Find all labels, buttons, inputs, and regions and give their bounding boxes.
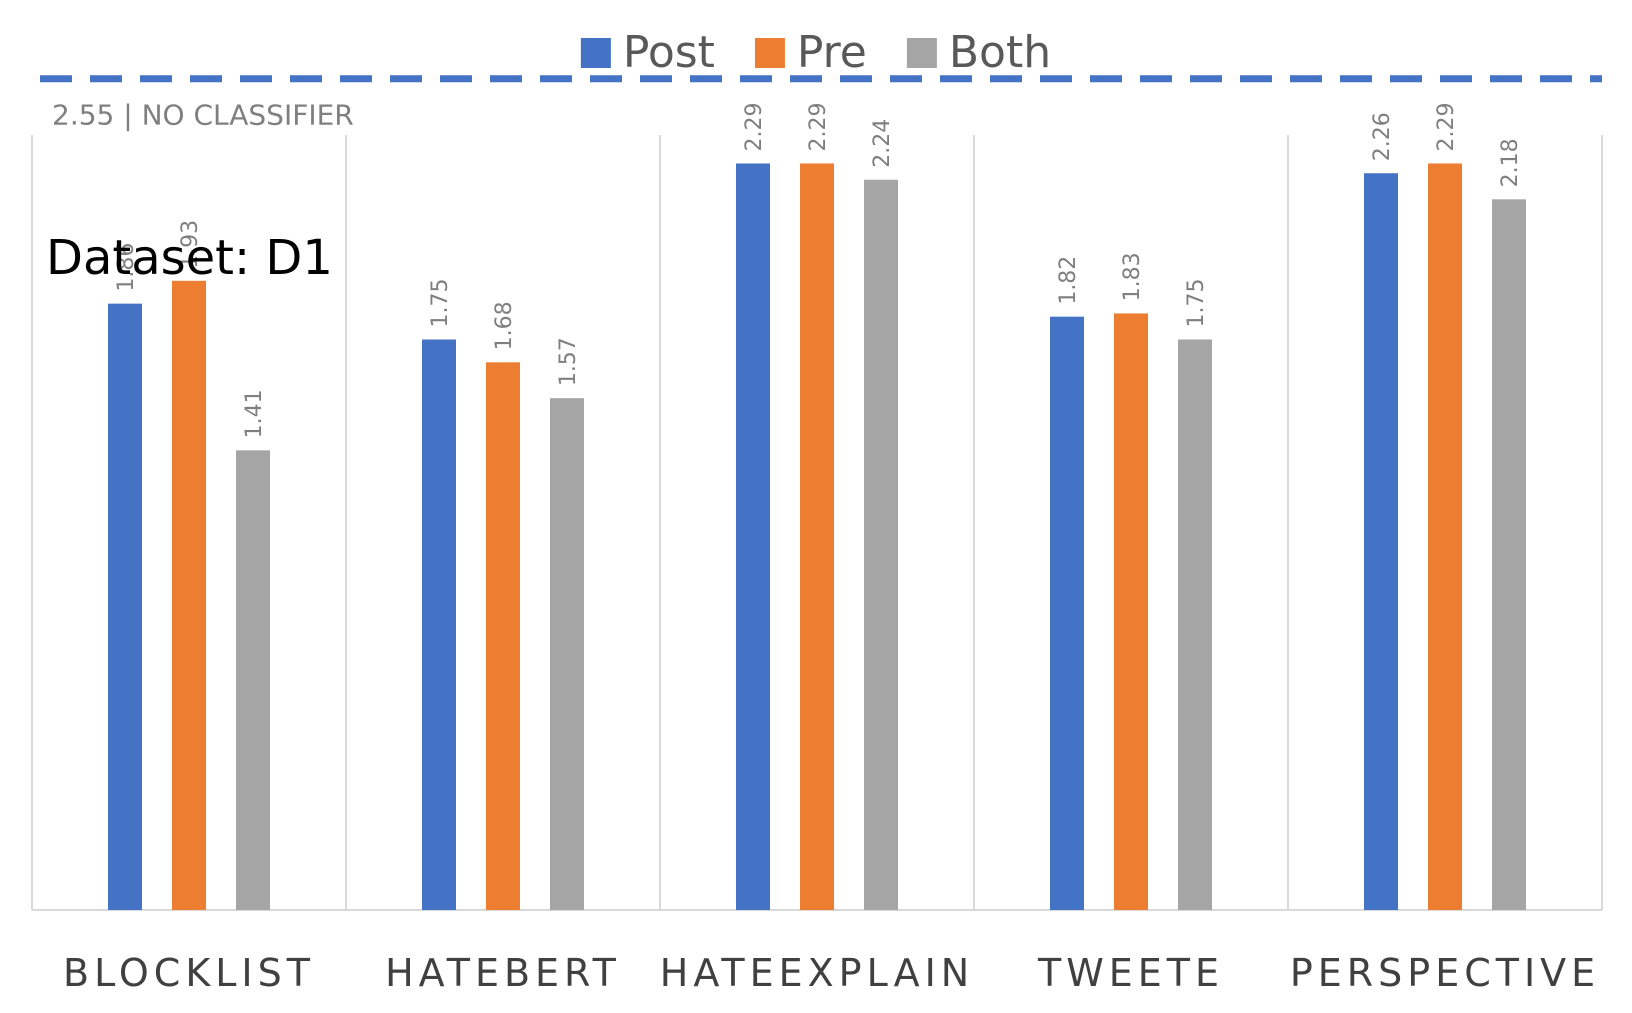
dataset-annotation: Dataset: D1 bbox=[46, 230, 333, 286]
bar-tweete-both bbox=[1178, 339, 1212, 910]
data-label-perspective-pre: 2.29 bbox=[1434, 102, 1459, 151]
bar-hateexplain-post bbox=[736, 163, 770, 910]
data-label-hatebert-pre: 1.68 bbox=[492, 301, 517, 350]
data-label-blocklist-post: 1.86 bbox=[114, 243, 139, 292]
data-label-tweete-both: 1.75 bbox=[1184, 279, 1209, 328]
bar-perspective-pre bbox=[1428, 163, 1462, 910]
bar-hatebert-pre bbox=[486, 362, 520, 910]
legend-swatch-both bbox=[906, 38, 937, 68]
data-label-perspective-post: 2.26 bbox=[1370, 112, 1395, 161]
category-label-perspective: PERSPECTIVE bbox=[1290, 951, 1600, 995]
data-labels: 1.86 1.93 1.41 1.75 1.68 1.57 2.29 2.29 2.24 1.82… bbox=[114, 102, 1523, 438]
legend-swatch-pre bbox=[754, 38, 785, 68]
data-label-tweete-post: 1.82 bbox=[1056, 256, 1081, 305]
category-label-hatebert: HATEBERT bbox=[385, 951, 621, 995]
plot-area: 1.86 1.93 1.41 1.75 1.68 1.57 2.29 2.29 2.24 1.82… bbox=[31, 75, 1603, 911]
category-label-tweete: TWEETE bbox=[1037, 951, 1224, 995]
data-label-hateexplain-both: 2.24 bbox=[870, 119, 895, 168]
bar-hatebert-post bbox=[422, 339, 456, 910]
bar-hatebert-both bbox=[550, 398, 584, 910]
data-label-hatebert-both: 1.57 bbox=[556, 337, 581, 386]
data-label-blocklist-both: 1.41 bbox=[242, 389, 267, 438]
reference-line-label: 2.55 | NO CLASSIFIER bbox=[52, 99, 354, 132]
category-separators bbox=[31, 135, 1603, 910]
bar-blocklist-post bbox=[108, 303, 142, 910]
legend-label-pre: Pre bbox=[797, 27, 867, 78]
category-label-blocklist: BLOCKLIST bbox=[63, 951, 315, 995]
data-label-blocklist-pre: 1.93 bbox=[178, 220, 203, 269]
bar-blocklist-both bbox=[236, 450, 270, 910]
category-label-hateexplain: HATEEXPLAIN bbox=[660, 951, 974, 995]
data-label-perspective-both: 2.18 bbox=[1498, 138, 1523, 187]
legend-item-both: Both bbox=[906, 27, 1051, 78]
bar-tweete-post bbox=[1050, 316, 1084, 910]
data-label-hatebert-post: 1.75 bbox=[428, 279, 453, 328]
category-axis-labels: BLOCKLIST HATEBERT HATEEXPLAIN TWEETE PERSPE… bbox=[63, 951, 1600, 995]
legend-label-both: Both bbox=[949, 27, 1051, 78]
legend-item-pre: Pre bbox=[754, 27, 867, 78]
bar-perspective-post bbox=[1364, 173, 1398, 911]
bars bbox=[108, 163, 1526, 911]
bar-perspective-both bbox=[1492, 199, 1526, 910]
legend-swatch-post bbox=[580, 38, 611, 68]
data-label-hateexplain-post: 2.29 bbox=[742, 102, 767, 151]
chart-legend: Post Pre Both bbox=[580, 27, 1051, 78]
data-label-tweete-pre: 1.83 bbox=[1120, 252, 1145, 301]
bar-tweete-pre bbox=[1114, 313, 1148, 910]
bar-blocklist-pre bbox=[172, 280, 206, 910]
bar-hateexplain-both bbox=[864, 179, 898, 910]
legend-item-post: Post bbox=[580, 27, 715, 78]
data-label-hateexplain-pre: 2.29 bbox=[806, 102, 831, 151]
bar-hateexplain-pre bbox=[800, 163, 834, 910]
legend-label-post: Post bbox=[623, 27, 715, 78]
